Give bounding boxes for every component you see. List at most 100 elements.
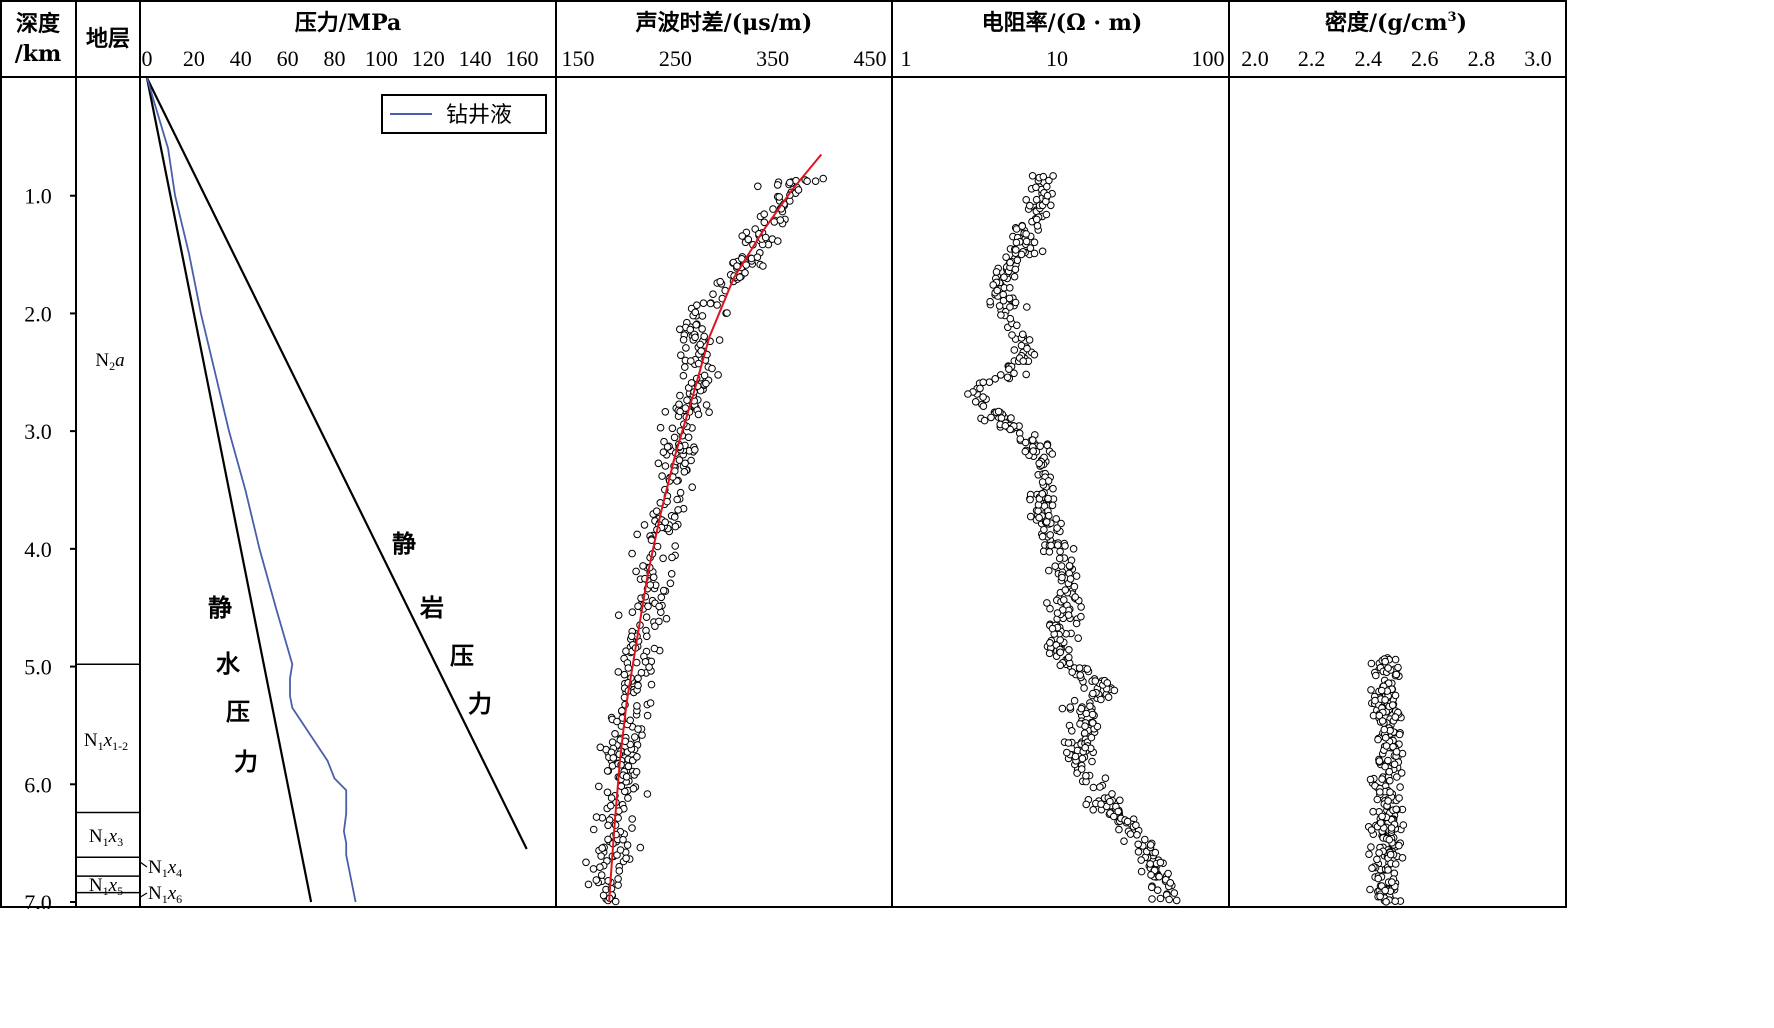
sonic-data-point	[633, 702, 641, 710]
resistivity-data-point	[1115, 825, 1123, 834]
resistivity-data-point	[1134, 848, 1143, 856]
density-data-point	[1384, 797, 1392, 805]
resistivity-data-point	[1066, 703, 1074, 712]
density-data-point	[1373, 795, 1382, 804]
resistivity-data-point	[1023, 344, 1031, 353]
density-data-point	[1367, 659, 1376, 668]
resistivity-data-point	[1053, 524, 1061, 532]
sonic-data-point	[597, 852, 605, 860]
sonic-data-point	[596, 743, 605, 752]
resistivity-data-point	[1077, 612, 1085, 621]
resistivity-data-point	[1065, 653, 1073, 662]
sonic-data-point	[673, 495, 682, 504]
sonic-data-point	[652, 507, 661, 516]
sonic-data-point	[660, 437, 668, 446]
resistivity-data-point	[986, 297, 994, 306]
resistivity-data-point	[1022, 230, 1030, 238]
sonic-data-point	[596, 863, 604, 872]
resistivity-data-point	[1108, 790, 1116, 798]
sonic-data-point	[628, 608, 637, 617]
resistivity-data-point	[1033, 222, 1042, 230]
density-data-point	[1371, 696, 1379, 705]
resistivity-data-point	[1044, 494, 1052, 503]
resistivity-data-point	[1045, 649, 1054, 658]
sonic-data-point	[708, 364, 716, 373]
resistivity-data-point	[994, 407, 1003, 416]
density-data-point	[1378, 775, 1386, 783]
resistivity-data-point	[1011, 298, 1020, 307]
density-data-point	[1367, 843, 1375, 851]
sonic-data-point	[676, 391, 684, 400]
sonic-x-tick-label: 450	[854, 46, 887, 71]
density-data-point	[1388, 878, 1396, 886]
pressure-x-tick-label: 0	[142, 46, 153, 71]
resistivity-data-point	[1064, 739, 1073, 747]
sonic-data-point	[646, 699, 655, 707]
density-data-point	[1384, 664, 1392, 672]
sonic-data-point	[622, 647, 630, 656]
sonic-data-point	[607, 794, 616, 802]
resistivity-data-point	[1088, 757, 1096, 766]
sonic-data-point	[776, 216, 785, 224]
resistivity-data-point	[1088, 710, 1097, 719]
resistivity-data-point	[1164, 869, 1172, 878]
resistivity-data-point	[1019, 357, 1028, 365]
sonic-data-point	[657, 593, 666, 602]
resistivity-data-point	[1120, 837, 1128, 846]
sonic-data-point	[666, 579, 675, 588]
sonic-data-point	[714, 371, 722, 379]
resistivity-data-point	[1096, 783, 1104, 791]
resistivity-data-point	[1005, 365, 1013, 374]
sonic-data-point	[680, 468, 689, 476]
density-data-point	[1382, 898, 1390, 906]
sonic-data-point	[611, 730, 619, 738]
resistivity-data-point	[1011, 265, 1020, 274]
sonic-data-point	[709, 290, 717, 299]
sonic-data-point	[622, 854, 630, 863]
formation-label: N2a	[95, 350, 124, 373]
resistivity-data-point	[1056, 648, 1065, 657]
density-data-point	[1381, 886, 1389, 895]
density-data-point	[1397, 769, 1406, 777]
pressure-series-line	[146, 77, 528, 850]
sonic-data-point	[647, 680, 656, 689]
density-data-point	[1377, 819, 1385, 827]
sonic-data-point	[667, 570, 676, 578]
sonic-data-point	[633, 753, 641, 761]
resistivity-data-point	[1035, 513, 1043, 522]
sonic-data-point	[819, 174, 828, 183]
sonic-data-point	[692, 321, 701, 329]
resistivity-data-point	[1046, 639, 1054, 647]
sonic-data-point	[677, 351, 685, 360]
sonic-data-point	[794, 186, 803, 194]
resistivity-data-point	[1083, 665, 1092, 673]
sonic-data-point	[644, 602, 652, 611]
resistivity-data-point	[1106, 797, 1114, 806]
sonic-data-point	[659, 586, 668, 595]
density-data-point	[1368, 864, 1376, 873]
pressure-x-tick-label: 40	[230, 46, 252, 71]
density-x-tick-label: 2.4	[1354, 46, 1382, 71]
density-data-point	[1386, 788, 1394, 797]
resistivity-data-point	[1116, 796, 1124, 805]
sonic-data-point	[614, 875, 622, 883]
sonic-data-point	[622, 773, 631, 781]
sonic-data-point	[683, 396, 691, 405]
depth-tick-label: 4.0	[24, 537, 52, 562]
formation-label: N1x6	[148, 883, 182, 906]
resistivity-data-point	[1051, 562, 1059, 571]
resistivity-data-point	[980, 416, 989, 425]
resistivity-data-point	[1072, 572, 1081, 580]
resistivity-track-title: 电阻率/(Ω · m)	[982, 10, 1143, 36]
resistivity-x-tick-label: 1	[901, 46, 912, 71]
depth-track-unit: /km	[15, 41, 62, 67]
sonic-data-point	[604, 821, 612, 830]
pressure-x-tick-label: 100	[365, 46, 398, 71]
sonic-data-point	[620, 670, 629, 679]
resistivity-data-point	[1086, 702, 1094, 711]
pressure-series-line	[146, 77, 357, 903]
resistivity-data-point	[1048, 501, 1057, 510]
resistivity-data-point	[1043, 191, 1052, 200]
resistivity-data-point	[1047, 541, 1055, 550]
sonic-data-point	[613, 851, 621, 859]
